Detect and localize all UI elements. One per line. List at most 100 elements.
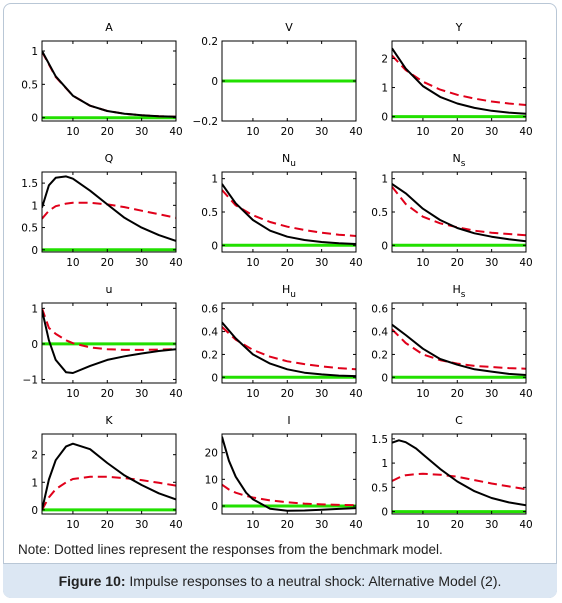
x-tick-label: 10 xyxy=(416,257,429,269)
y-tick-label: 0.5 xyxy=(371,482,388,494)
y-tick-label: 1 xyxy=(381,83,388,95)
y-tick-label: 0 xyxy=(211,372,218,384)
y-tick-label: 1.5 xyxy=(371,434,388,446)
y-tick-label: 1 xyxy=(31,303,38,315)
y-tick-label: 0 xyxy=(31,245,38,257)
x-tick-label: 20 xyxy=(451,257,464,269)
alternative-series-line xyxy=(392,439,526,507)
y-tick-label: −1 xyxy=(23,374,38,386)
x-tick-label: 30 xyxy=(315,126,328,138)
x-tick-label: 20 xyxy=(101,388,114,400)
panel-axes-box xyxy=(41,171,177,253)
panel-title-subscript: s xyxy=(461,159,466,169)
x-tick-label: 20 xyxy=(101,257,114,269)
y-tick-label: 0.4 xyxy=(201,327,218,339)
panel-12: C 10 20 30 40 0 0.5 1 1.5 xyxy=(371,414,532,531)
x-tick-label: 40 xyxy=(169,126,182,138)
y-tick-label: 0.5 xyxy=(21,223,38,235)
panel-6: Ns 10 20 30 40 0 0.5 1 xyxy=(371,152,532,269)
x-tick-label: 30 xyxy=(485,126,498,138)
x-tick-label: 30 xyxy=(315,519,328,531)
x-tick-label: 10 xyxy=(66,388,79,400)
panel-4: Q 10 20 30 40 0 0.5 1 1.5 xyxy=(21,152,182,269)
benchmark-series-line xyxy=(222,189,356,237)
x-tick-label: 30 xyxy=(135,519,148,531)
panel-axes-box xyxy=(391,302,527,384)
x-tick-label: 30 xyxy=(485,388,498,400)
alternative-series-line xyxy=(392,323,526,376)
panel-title: u xyxy=(106,283,113,296)
figure-caption-text: Impulse responses to a neutral shock: Al… xyxy=(129,573,502,589)
panel-8: Hu 10 20 30 40 0 0.2 0.4 0.6 xyxy=(201,283,362,400)
y-tick-label: 1 xyxy=(381,174,388,186)
y-tick-label: 0 xyxy=(31,505,38,517)
panel-axes-box xyxy=(391,171,527,253)
alternative-series-line xyxy=(222,183,356,245)
x-tick-label: 10 xyxy=(416,388,429,400)
panel-title: Y xyxy=(455,21,463,34)
x-tick-label: 30 xyxy=(135,126,148,138)
panel-axes-box xyxy=(41,40,177,122)
benchmark-series-line xyxy=(222,326,356,371)
y-tick-label: 0.5 xyxy=(371,207,388,219)
x-tick-label: 40 xyxy=(349,519,362,531)
panel-axes-box xyxy=(221,171,357,253)
x-tick-label: 30 xyxy=(315,257,328,269)
panel-title-subscript: s xyxy=(461,290,466,300)
x-tick-label: 10 xyxy=(246,126,259,138)
y-tick-label: 1.5 xyxy=(21,178,38,190)
panel-9: Hs 10 20 30 40 0 0.2 0.4 0.6 xyxy=(371,283,532,400)
y-tick-label: −0.2 xyxy=(193,116,219,128)
panel-2: V 10 20 30 40 −0.2 0 0.2 xyxy=(193,21,363,138)
panel-axes-box xyxy=(221,302,357,384)
x-tick-label: 20 xyxy=(451,519,464,531)
y-tick-label: 0.2 xyxy=(201,36,218,48)
panel-axes-box xyxy=(41,433,177,515)
panel-title-subscript: u xyxy=(290,159,296,169)
x-tick-label: 20 xyxy=(281,257,294,269)
y-tick-label: 0.6 xyxy=(371,304,388,316)
y-tick-label: 2 xyxy=(381,53,388,65)
x-tick-label: 20 xyxy=(451,126,464,138)
y-tick-label: 1 xyxy=(31,477,38,489)
x-tick-label: 30 xyxy=(485,257,498,269)
alternative-series-line xyxy=(42,442,176,511)
y-tick-label: 0.2 xyxy=(371,349,388,361)
x-tick-label: 40 xyxy=(349,257,362,269)
benchmark-series-line xyxy=(392,328,526,370)
x-tick-label: 40 xyxy=(169,519,182,531)
figure-caption-label: Figure 10: xyxy=(58,573,126,589)
benchmark-series-line xyxy=(392,186,526,237)
y-tick-label: 2 xyxy=(31,450,38,462)
panel-7: u 10 20 30 40 −1 0 1 xyxy=(23,283,183,400)
x-tick-label: 40 xyxy=(169,388,182,400)
x-tick-label: 20 xyxy=(281,388,294,400)
alternative-series-line xyxy=(392,183,526,243)
alternative-series-line xyxy=(392,47,526,115)
x-tick-label: 10 xyxy=(246,519,259,531)
panel-title: C xyxy=(455,414,463,427)
y-tick-label: 0.5 xyxy=(21,79,38,91)
panel-axes-box xyxy=(391,433,527,515)
panel-title: Ns xyxy=(453,152,466,169)
panel-title: I xyxy=(287,414,290,427)
y-tick-label: 0 xyxy=(381,372,388,384)
benchmark-series-line xyxy=(392,472,526,491)
x-tick-label: 10 xyxy=(66,519,79,531)
panel-axes-box xyxy=(391,40,527,122)
alternative-series-line xyxy=(222,436,356,512)
x-tick-label: 40 xyxy=(519,257,532,269)
x-tick-label: 10 xyxy=(416,519,429,531)
panel-title: Nu xyxy=(282,152,296,169)
x-tick-label: 40 xyxy=(169,257,182,269)
y-tick-label: 20 xyxy=(205,448,218,460)
y-tick-label: 0 xyxy=(211,501,218,513)
figure-note: Note: Dotted lines represent the respons… xyxy=(18,542,443,557)
y-tick-label: 0 xyxy=(211,76,218,88)
panel-11: I 10 20 30 40 0 10 20 xyxy=(205,414,363,531)
y-tick-label: 1 xyxy=(381,458,388,470)
alternative-series-line xyxy=(42,309,176,374)
x-tick-label: 20 xyxy=(281,519,294,531)
panel-1: A 10 20 30 40 0 0.5 1 xyxy=(21,21,182,138)
